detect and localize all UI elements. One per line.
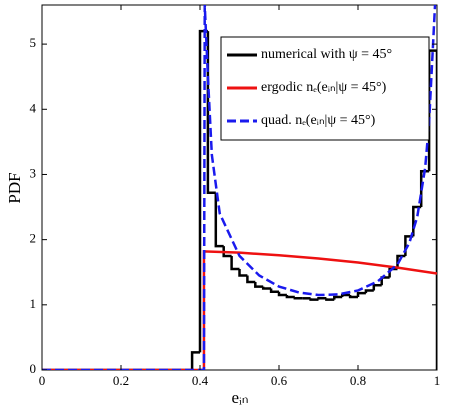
histogram-bin: [364, 289, 374, 294]
histogram-bin: [246, 275, 256, 284]
legend-label: ergodic nₑ(eᵢₙ|ψ = 45°): [261, 80, 387, 95]
x-tick-label: 0.4: [192, 373, 209, 388]
plot-area: [42, 5, 437, 370]
histogram-bin: [293, 297, 303, 300]
x-tick-label: 0.2: [113, 373, 129, 388]
y-tick-label: 3: [30, 165, 37, 180]
histogram-bin: [396, 254, 406, 269]
histogram-bin: [380, 276, 390, 286]
histogram-bin: [309, 298, 319, 301]
x-tick-label: 0: [39, 373, 46, 388]
histogram-bin: [388, 267, 398, 278]
x-axis-label: eᵢₙ: [231, 388, 248, 407]
histogram-bin: [222, 246, 232, 258]
x-tick-label: 0.8: [350, 373, 366, 388]
histogram-bin: [261, 286, 272, 290]
histogram-bin: [254, 282, 264, 288]
y-tick-label: 4: [30, 100, 37, 115]
histogram-bin: [333, 295, 343, 300]
histogram-bin: [214, 192, 224, 248]
y-tick-label: 1: [30, 296, 37, 311]
histogram-bin: [285, 295, 295, 299]
histogram-bin: [269, 288, 279, 294]
histogram-bin: [230, 255, 240, 271]
y-tick-label: 5: [30, 35, 37, 50]
histogram-bin: [238, 268, 248, 277]
x-tick-label: 1: [434, 373, 441, 388]
legend-label: quad. nₑ(eᵢₙ|ψ = 45°): [261, 113, 376, 128]
y-tick-label: 0: [30, 361, 37, 376]
y-tick-label: 2: [30, 231, 37, 246]
histogram-bin: [340, 293, 351, 297]
histogram-bin: [348, 295, 358, 299]
histogram-bin: [325, 298, 335, 301]
legend: numerical with ψ = 45° ergodic nₑ(eᵢₙ|ψ =…: [220, 36, 430, 141]
x-tick-label: 0.6: [271, 373, 288, 388]
histogram-bin: [190, 351, 200, 370]
line-series: [42, 5, 437, 370]
legend-label: numerical with ψ = 45°: [261, 47, 392, 62]
histogram-bin: [277, 291, 287, 297]
histogram-bin: [356, 291, 366, 297]
histogram-bin: [372, 284, 382, 291]
histogram-bin: [317, 297, 327, 300]
y-axis-label: PDF: [5, 172, 24, 203]
